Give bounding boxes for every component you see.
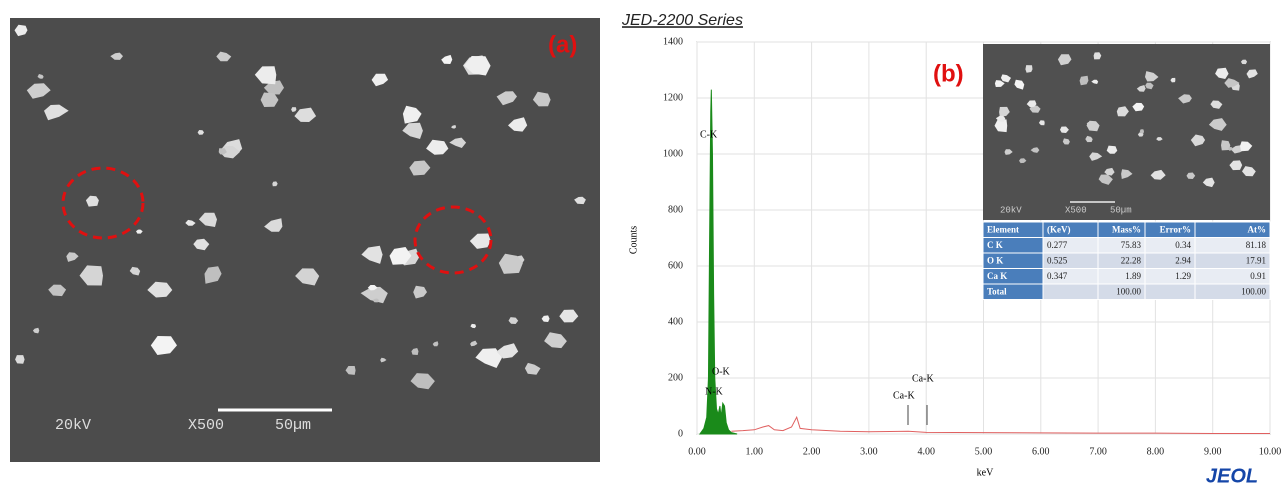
x-tick-label: 0.00 [688, 446, 706, 457]
table-header: (KeV) [1047, 224, 1071, 234]
table-cell-text: 75.83 [1121, 240, 1142, 250]
peak-label: Ca-K [893, 390, 915, 401]
table-cell-text: 0.347 [1047, 271, 1068, 281]
table-cell-text: 0.91 [1250, 271, 1266, 281]
table-cell-text: 81.18 [1246, 240, 1267, 250]
y-tick-label: 800 [668, 204, 683, 215]
figure: 20kV X500 50µm (a) JED-2200 Series 0 200 4… [0, 0, 1282, 484]
peak-label: N-K [705, 386, 724, 397]
x-tick-label: 8.00 [1147, 446, 1165, 457]
y-tick-label: 1200 [663, 92, 683, 103]
x-axis-label: keV [977, 467, 994, 478]
y-tick-label: 600 [668, 260, 683, 271]
table-cell-text: 22.28 [1121, 255, 1142, 265]
series-title: JED-2200 Series [621, 12, 743, 29]
x-tick-label: 3.00 [860, 446, 878, 457]
table-cell-text: 0.34 [1175, 240, 1191, 250]
table-header: Mass% [1112, 224, 1141, 234]
panel-label: (b) [933, 60, 964, 87]
x-tick-label: 10.00 [1259, 446, 1282, 457]
table-cell-text: 0.525 [1047, 255, 1068, 265]
x-tick-label: 4.00 [917, 446, 935, 457]
scale-label: 50µm [275, 417, 311, 434]
peak-label: O-K [712, 366, 731, 377]
table-cell-text: 100.00 [1116, 286, 1141, 296]
peak-label: C-K [700, 129, 718, 140]
x-tick-label: 9.00 [1204, 446, 1222, 457]
y-axis-label: Counts [628, 226, 639, 254]
y-tick-label: 200 [668, 372, 683, 383]
y-tick-label: 1000 [663, 148, 683, 159]
table-header: At% [1248, 224, 1267, 234]
table-cell [1043, 284, 1098, 300]
table-header: Error% [1160, 224, 1191, 234]
y-tick-label: 400 [668, 316, 683, 327]
sem-image [10, 18, 600, 462]
table-cell-text: Total [987, 286, 1007, 296]
table-cell-text: Ca K [987, 271, 1007, 281]
table-cell-text: 0.277 [1047, 240, 1068, 250]
x-tick-label: 6.00 [1032, 446, 1050, 457]
table-cell-text: 100.00 [1241, 286, 1266, 296]
y-tick-label: 1400 [663, 36, 683, 47]
table-cell-text: 2.94 [1175, 255, 1191, 265]
table-cell-text: C K [987, 240, 1003, 250]
table-cell-text: O K [987, 255, 1003, 265]
x-tick-label: 2.00 [803, 446, 821, 457]
brand-logo: JEOL [1206, 465, 1258, 484]
panel-label: (a) [548, 31, 577, 58]
y-tick-label: 0 [678, 428, 683, 439]
magnification: X500 [188, 417, 224, 434]
table-cell-text: 1.89 [1125, 271, 1141, 281]
x-tick-label: 1.00 [746, 446, 764, 457]
table-cell-text: 17.91 [1246, 255, 1266, 265]
results-table: Element (KeV) Mass% Error% At% C K 0.277 75.83 0… [983, 222, 1270, 300]
table-cell-text: 1.29 [1175, 271, 1191, 281]
table-cell [1145, 284, 1195, 300]
voltage: 20kV [1000, 205, 1022, 215]
peak-label: Ca-K [912, 373, 934, 384]
scale-label: 50µm [1110, 205, 1132, 215]
x-tick-label: 7.00 [1089, 446, 1107, 457]
x-tick-label: 5.00 [975, 446, 993, 457]
table-header: Element [987, 224, 1019, 234]
voltage: 20kV [55, 417, 91, 434]
magnification: X500 [1065, 205, 1087, 215]
